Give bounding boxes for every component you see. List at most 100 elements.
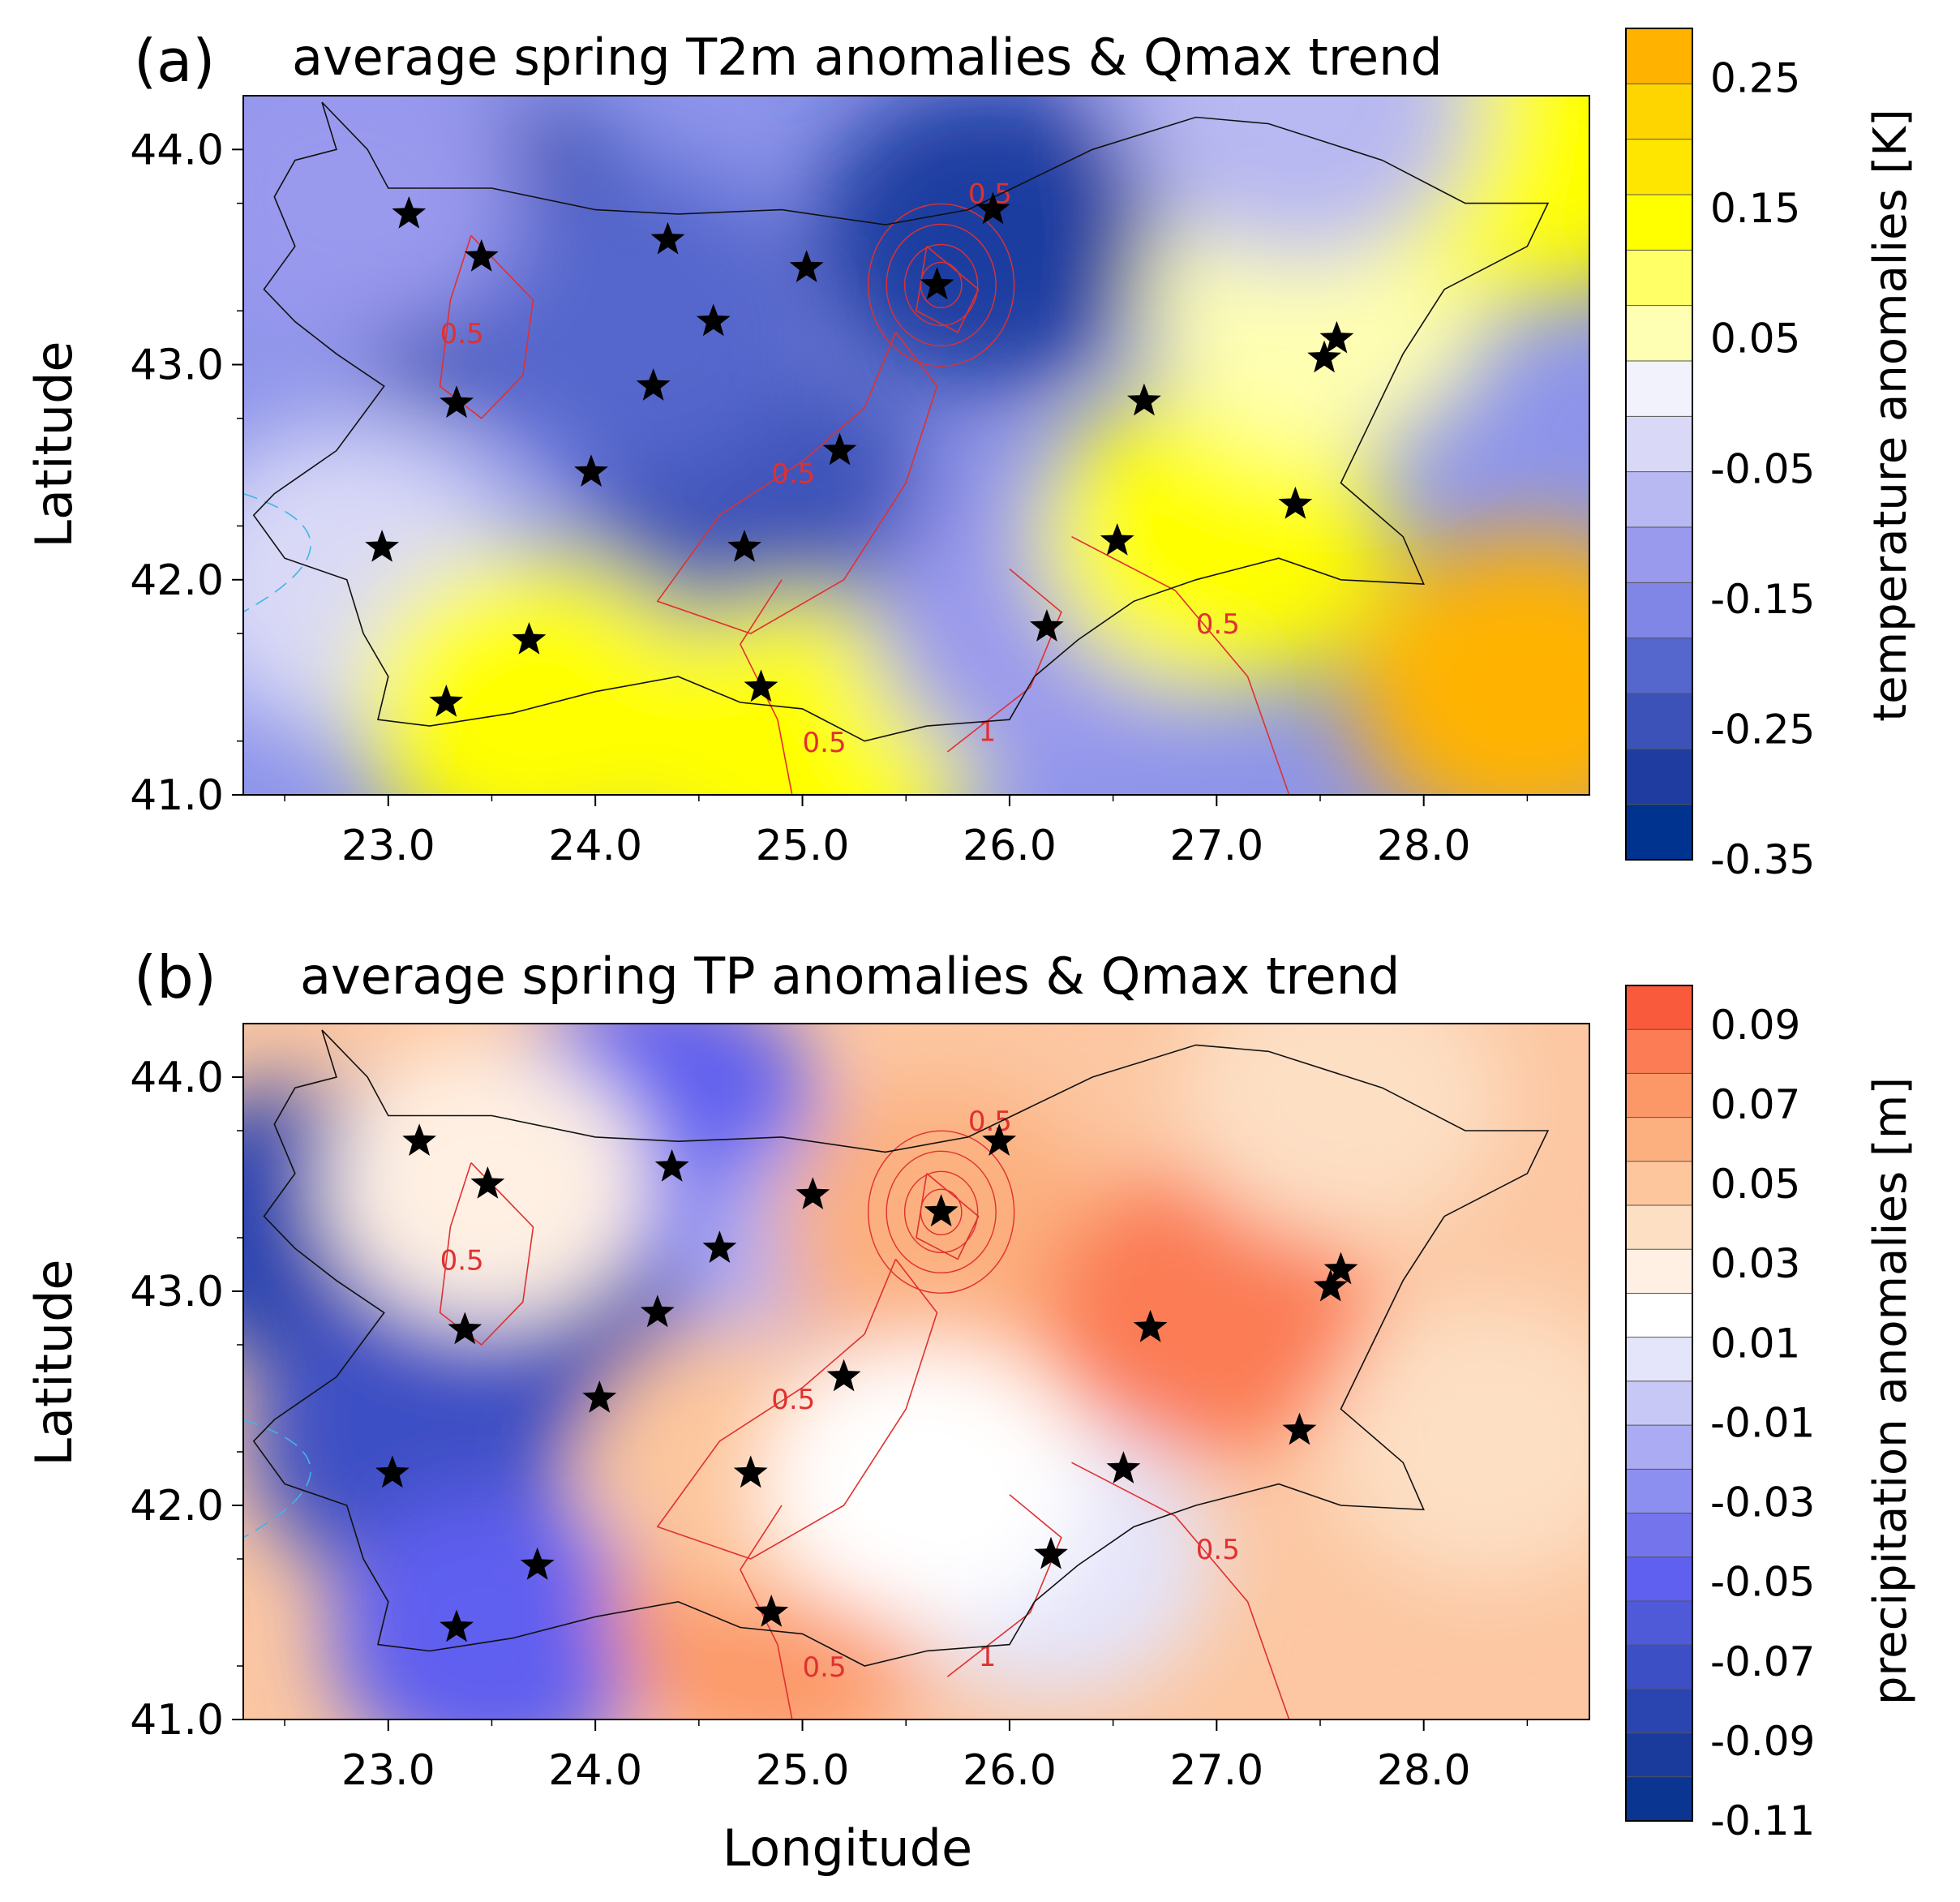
station-star-icon <box>1307 340 1341 373</box>
qmax-contour-line <box>916 1173 980 1260</box>
qmax-contour-line <box>656 332 938 634</box>
qmax-contour-ring <box>920 1188 963 1236</box>
station-star-icon <box>375 1455 410 1488</box>
field-blob <box>1177 1024 1504 1241</box>
colorbar-swatch <box>1626 361 1692 417</box>
qmax-contour-ring <box>867 1130 1015 1294</box>
panel-a-anomaly-field <box>243 96 1589 795</box>
station-star-icon <box>1282 1412 1317 1445</box>
field-blob <box>811 96 1166 390</box>
qmax-contour-label: 0.5 <box>440 1245 484 1277</box>
colorbar-swatch <box>1626 1689 1692 1734</box>
qmax-contour-label: 0.5 <box>803 1651 847 1684</box>
qmax-contour-label: 0.5 <box>1196 1534 1240 1566</box>
colorbar-swatch <box>1626 1469 1692 1514</box>
panel-b: (b) average spring TP anomalies & Qmax t… <box>24 943 1917 1844</box>
y-tick-label: 43.0 <box>130 341 224 390</box>
qmax-contour-line <box>946 568 1062 753</box>
qmax-contour-label: 0.5 <box>771 457 815 490</box>
panel-a-colorbar: 0.25 0.15 0.05 -0.05 -0.15 -0.25 -0.35 <box>1625 28 1815 883</box>
field-blob <box>1122 96 1477 261</box>
station-star-icon <box>1106 1451 1141 1483</box>
station-star-icon <box>448 1312 482 1345</box>
station-star-icon <box>982 1123 1017 1156</box>
panel-a-ylabel: Latitude <box>24 341 84 547</box>
x-tick-label: 26.0 <box>963 1746 1057 1795</box>
station-star-icon <box>440 385 474 419</box>
colorbar-tick-label: 0.03 <box>1710 1240 1800 1287</box>
field-blob <box>1349 533 1589 795</box>
panel-b-ylabel: Latitude <box>24 1259 84 1466</box>
colorbar-swatch <box>1626 638 1692 694</box>
station-star-icon <box>574 454 608 487</box>
qmax-contour-line <box>439 1162 534 1346</box>
colorbar-swatch <box>1626 1293 1692 1338</box>
panel-b-label: (b) <box>134 943 217 1011</box>
station-star-icon <box>464 238 499 272</box>
station-star-icon <box>365 530 399 562</box>
colorbar-tick-label: -0.05 <box>1710 1559 1815 1606</box>
qmax-contour-ring <box>903 243 979 327</box>
x-tick-label: 28.0 <box>1377 1746 1471 1795</box>
colorbar-swatch <box>1626 985 1692 1030</box>
qmax-contour-label: 0.5 <box>803 727 847 759</box>
colorbar-swatch <box>1626 1425 1692 1470</box>
y-tick-label: 41.0 <box>130 771 224 820</box>
colorbar-tick-label: -0.09 <box>1710 1718 1815 1765</box>
colorbar-swatch <box>1626 693 1692 749</box>
x-tick-label: 23.0 <box>341 1746 435 1795</box>
field-blob <box>763 1342 1091 1626</box>
x-tick-label: 27.0 <box>1169 1746 1263 1795</box>
colorbar-frame <box>1625 28 1693 861</box>
qmax-contour-line <box>946 1494 1062 1677</box>
colorbar-swatch <box>1626 1073 1692 1118</box>
negative-trend-contour <box>243 1419 311 1539</box>
colorbar-swatch <box>1626 1776 1692 1822</box>
x-tick-label: 25.0 <box>756 1746 850 1795</box>
qmax-contour-line <box>1071 1462 1290 1720</box>
colorbar-swatch <box>1626 1380 1692 1426</box>
colorbar-swatch <box>1626 749 1692 805</box>
station-star-icon <box>1319 320 1354 354</box>
field-blob <box>1039 382 1394 691</box>
y-tick-label: 41.0 <box>130 1696 224 1745</box>
x-tick-label: 24.0 <box>548 1746 642 1795</box>
station-star-icon <box>440 1609 474 1642</box>
station-star-icon <box>640 1294 675 1328</box>
qmax-contour-label: 0.5 <box>440 318 484 350</box>
colorbar-tick-label: -0.03 <box>1710 1479 1815 1526</box>
field-blob <box>1043 1170 1370 1455</box>
station-star-icon <box>822 432 857 466</box>
station-star-icon <box>470 1166 505 1199</box>
qmax-contour-label: 1 <box>979 716 997 749</box>
colorbar-tick-label: -0.35 <box>1710 836 1815 883</box>
field-blob <box>774 1084 1100 1369</box>
colorbar-frame <box>1625 985 1693 1822</box>
colorbar-swatch <box>1626 1249 1692 1294</box>
colorbar-swatch <box>1626 1161 1692 1206</box>
x-tick-label: 25.0 <box>756 822 850 870</box>
panel-b-colorbar: 0.09 0.07 0.05 0.03 0.01 -0.01 -0.03 -0.05 -0.07… <box>1625 985 1815 1844</box>
colorbar-tick-label: 0.15 <box>1710 185 1800 232</box>
station-star-icon <box>702 1230 737 1263</box>
station-star-icon <box>1323 1252 1358 1285</box>
colorbar-swatch <box>1626 527 1692 583</box>
panel-a-label: (a) <box>134 27 215 95</box>
x-tick-label: 23.0 <box>341 822 435 870</box>
qmax-contour-line <box>656 1258 938 1560</box>
station-star-icon <box>1034 1536 1068 1569</box>
station-star-icon <box>1030 609 1064 642</box>
qmax-contour-label: 1 <box>979 1641 997 1673</box>
colorbar-swatch <box>1626 582 1692 639</box>
colorbar-swatch <box>1626 1117 1692 1162</box>
panel-a-frame <box>242 95 1590 796</box>
station-star-icon <box>1127 383 1161 416</box>
station-star-icon <box>744 669 778 702</box>
colorbar-swatch <box>1626 416 1692 473</box>
qmax-contour-ring <box>886 223 997 347</box>
colorbar-tick-label: -0.11 <box>1710 1797 1815 1844</box>
colorbar-tick-label: -0.07 <box>1710 1638 1815 1685</box>
station-star-icon <box>727 530 761 562</box>
colorbar-swatch <box>1626 1029 1692 1074</box>
station-star-icon <box>429 685 464 717</box>
